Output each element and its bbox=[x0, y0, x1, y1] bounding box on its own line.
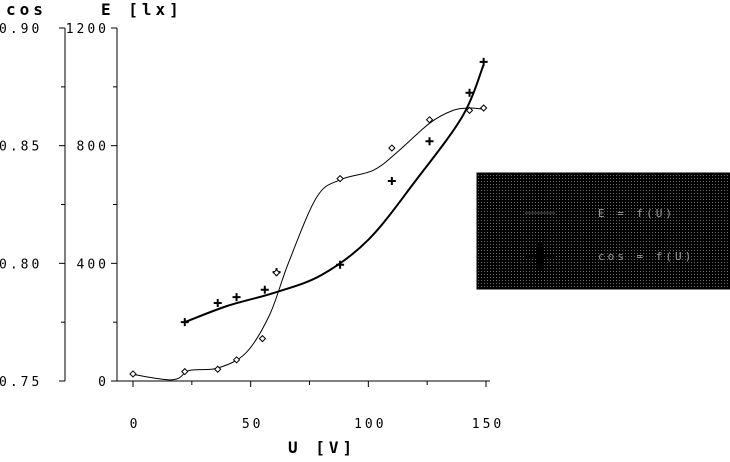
left-y-tick-label: 0.85 bbox=[0, 140, 42, 155]
series-point-e bbox=[336, 260, 345, 269]
series-point-e bbox=[180, 318, 189, 327]
series-point-e bbox=[479, 57, 488, 66]
series-point-e bbox=[387, 176, 396, 185]
series-point-cos bbox=[465, 106, 474, 115]
left-y-tick-label: 0.90 bbox=[0, 22, 42, 37]
series-point-cos bbox=[181, 367, 189, 376]
series-curve-cos bbox=[132, 107, 484, 381]
axis-ticks bbox=[59, 27, 487, 387]
series-point-cos bbox=[232, 356, 241, 364]
right-y-tick-label: 400 bbox=[77, 257, 109, 272]
series-curves bbox=[132, 64, 485, 381]
x-tick-label: 150 bbox=[472, 417, 504, 432]
series-markers bbox=[129, 57, 488, 378]
series-point-cos bbox=[258, 334, 267, 343]
series-point-cos bbox=[388, 144, 396, 152]
legend-label-e: E = f(U) bbox=[598, 207, 675, 220]
x-axis-title: U [V] bbox=[288, 438, 356, 457]
legend-label-cos: cos = f(U) bbox=[598, 250, 694, 263]
axis-tick-labels: 0.75 0.80 0.85 0.90 0 400 800 1200 0 50 100 150 bbox=[0, 22, 504, 432]
right-y-tick-label: 1200 bbox=[66, 22, 109, 37]
legend-box bbox=[476, 172, 730, 290]
left-y-tick-label: 0.75 bbox=[0, 375, 42, 390]
series-point-e bbox=[232, 293, 241, 302]
series-point-cos bbox=[425, 116, 434, 124]
left-y-axis-title: cos bbox=[6, 0, 47, 19]
right-y-tick-label: 0 bbox=[98, 375, 109, 390]
legend: E = f(U) cos = f(U) bbox=[476, 172, 730, 290]
series-point-cos bbox=[214, 365, 222, 373]
x-tick-label: 0 bbox=[130, 417, 141, 432]
x-tick-label: 100 bbox=[354, 417, 386, 432]
right-y-tick-label: 800 bbox=[77, 140, 109, 155]
right-y-axis-title: E [lx] bbox=[101, 0, 183, 19]
left-y-tick-label: 0.80 bbox=[0, 257, 42, 272]
series-point-e bbox=[425, 137, 434, 146]
series-point-cos bbox=[479, 104, 488, 112]
series-point-cos bbox=[272, 269, 281, 277]
series-curve-e bbox=[184, 64, 485, 324]
legend-marker-cos-icon bbox=[530, 242, 550, 270]
series-point-cos bbox=[129, 370, 137, 378]
series-point-e bbox=[465, 88, 474, 97]
x-tick-label: 50 bbox=[242, 417, 264, 432]
series-point-e bbox=[213, 299, 222, 308]
series-point-e bbox=[260, 285, 269, 294]
series-point-cos bbox=[336, 174, 344, 183]
